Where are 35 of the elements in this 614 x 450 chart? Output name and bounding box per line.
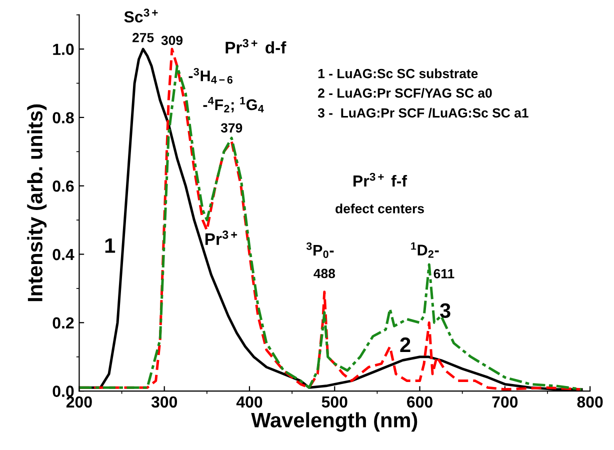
y-tick-label: 0.2 [52,317,74,329]
annotation: 488 [314,268,336,278]
x-tick-label: 300 [151,396,178,408]
y-tick-label: 0.6 [52,180,74,192]
annotation: -$^{4}$F$_{2}$; $^{1}$G$_{4}$ [203,96,264,112]
x-axis-title: Wavelength (nm) [251,412,418,432]
annotation: Pr$^{3+}$ f-f [354,172,408,187]
x-tick-label: 600 [407,396,432,408]
x-tick-label: 700 [492,396,518,408]
y-tick-label: 0.4 [52,248,74,260]
annotation: Pr$^{3+}$ d-f [226,39,286,54]
y-tick-label: 1.0 [53,44,74,55]
annotation: 611 [434,269,454,278]
annotation: -$^{3}$H$_{4−6}$ [188,68,232,84]
annotation: 3 - LuAG:Pr SCF /LuAG:Sc SC a1 [318,108,528,118]
annotation: 2 - LuAG:Pr SCF/YAG SC a0 [318,88,492,98]
x-tick-label: 500 [322,396,348,408]
annotation: 275 [132,32,154,42]
annotation: 1 [105,238,116,253]
annotation: Pr$^{3+}$ [205,230,238,245]
y-axis-title: Intensity (arb. units) [27,104,47,302]
annotation: 309 [161,36,183,46]
y-tick-label: 0.8 [52,112,74,124]
x-tick-label: 800 [577,396,603,408]
annotation: Sc$^{3+}$ [124,8,158,23]
annotation: 1 - LuAG:Sc SC substrate [318,68,478,78]
annotation: 379 [220,123,242,133]
annotation: defect centers [336,204,424,214]
annotation: 2 [400,337,410,352]
y-tick-label: 0.0 [52,386,74,397]
annotation: $^{1}$D$_{2}$- [411,242,439,258]
x-tick-label: 400 [236,396,262,408]
annotation: 3 [440,303,450,318]
x-tick-label: 200 [66,396,92,408]
annotation: $^{3}$P$_{0}$- [306,242,334,258]
